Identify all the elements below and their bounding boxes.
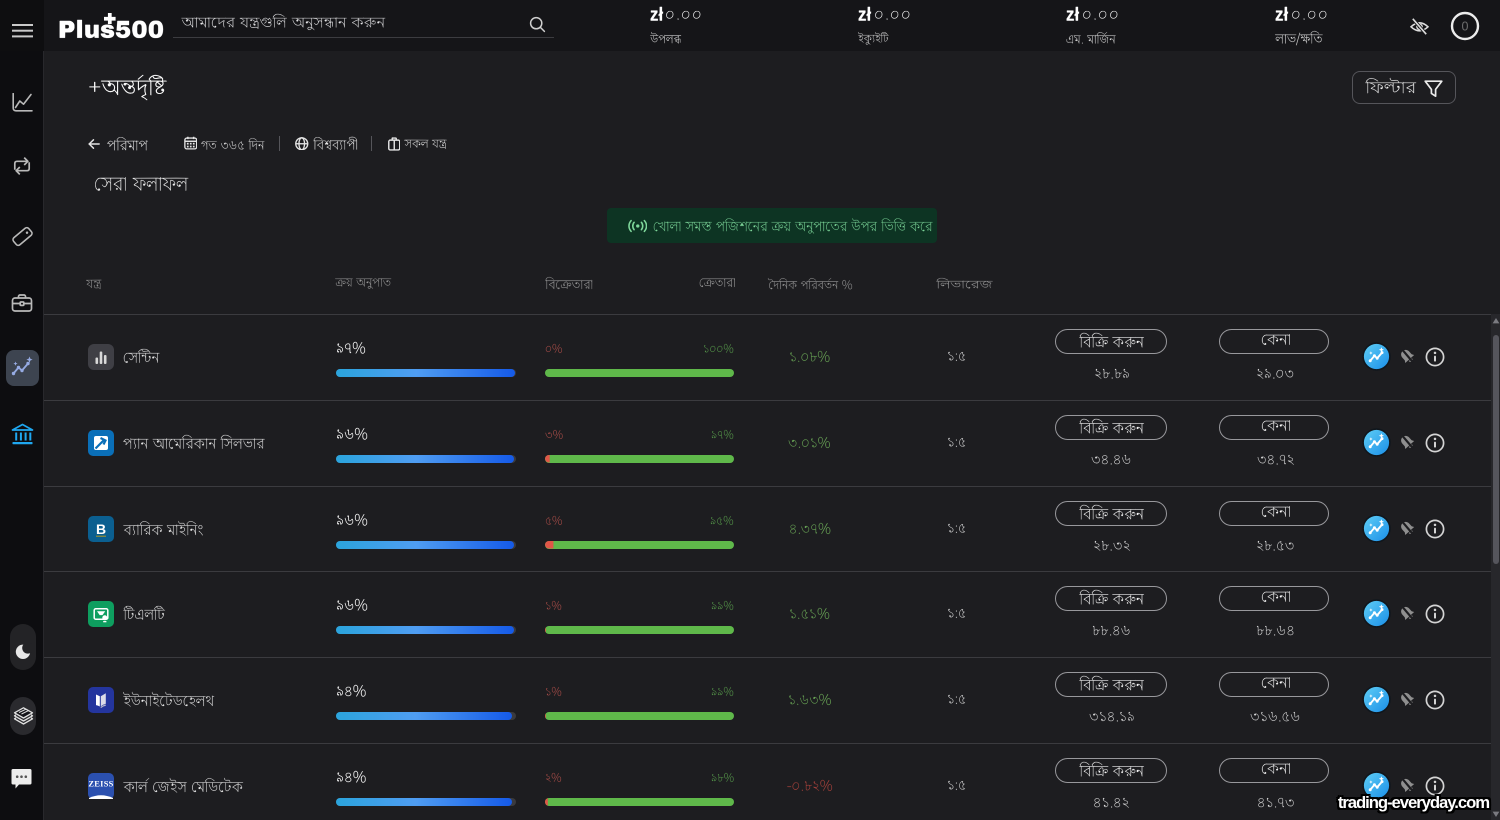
svg-text:0: 0 — [1462, 19, 1469, 33]
svg-text:B: B — [95, 521, 105, 537]
svg-text:ZEISS: ZEISS — [88, 779, 113, 788]
